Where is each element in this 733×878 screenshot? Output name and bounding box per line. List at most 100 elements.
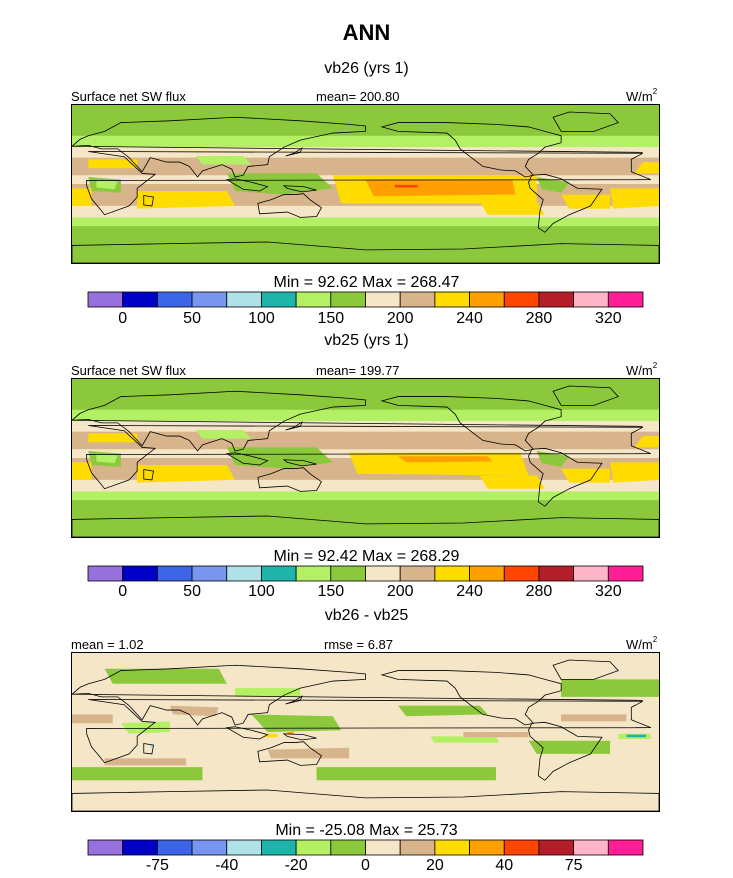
map-1-contour-14 — [72, 188, 92, 206]
colorbar-3-box-4 — [226, 839, 262, 856]
map-3-contour-15 — [267, 747, 350, 759]
map-3-contour-16 — [463, 732, 529, 738]
colorbar-1-box-3 — [191, 291, 228, 308]
map-1-contour-15 — [88, 159, 138, 169]
map-2-contour-16 — [479, 475, 545, 489]
colorbar-2-tick-5: 240 — [456, 583, 483, 600]
colorbar-2-box-5 — [261, 565, 297, 582]
map-2-coastline-1 — [72, 390, 643, 452]
panel-2-colorbar-ticks: 0 50 100 150 200 240 280 320 — [88, 583, 643, 603]
panel-2-units: W/m2 — [626, 361, 658, 378]
map-3-contour-6 — [316, 767, 496, 781]
panel-3-rmse-label: rmse = 6.87 — [324, 637, 394, 652]
colorbar-2-box-4 — [226, 565, 262, 582]
colorbar-3-box-5 — [261, 839, 297, 856]
panel-1-mean-label: mean= 200.80 — [316, 89, 400, 104]
colorbar-1-tick-0: 0 — [118, 310, 128, 327]
map-2-coastline-5 — [552, 385, 619, 406]
map-3-coastline-2 — [380, 670, 562, 726]
panel-3-minmax: Min = -25.08 Max = 25.73 — [275, 822, 458, 839]
colorbar-1-tick-3: 150 — [317, 310, 345, 327]
panel-2-variable-label: Surface net SW flux — [71, 363, 186, 378]
map-2-contour-9 — [96, 453, 118, 464]
colorbar-2-box-13 — [538, 565, 575, 582]
colorbar-1-box-2 — [156, 291, 193, 308]
colorbar-1-box-10 — [434, 291, 470, 308]
panel-2-minmax: Min = 92.42 Max = 268.29 — [273, 548, 460, 565]
colorbar-2-box-2 — [156, 565, 193, 582]
map-1-coastline-0 — [86, 151, 651, 216]
colorbar-3-box-2 — [156, 839, 193, 856]
map-2-contour-19 — [349, 452, 529, 476]
panel-2-colorbar — [87, 565, 644, 582]
figure-title: ANN — [342, 20, 391, 45]
map-3-contour-3 — [398, 705, 488, 717]
map-2-contour-20 — [398, 456, 493, 463]
colorbar-3-tick-1: -40 — [215, 857, 239, 874]
panel-1-units-exponent: 2 — [652, 87, 658, 96]
panel-1-colorbar-ticks: 0 50 100 150 200 240 280 320 — [88, 310, 643, 330]
panel-3-title: vb26 - vb25 — [324, 607, 409, 624]
colorbar-2-box-3 — [191, 565, 228, 582]
map-1-contour-21 — [394, 184, 418, 188]
map-1-contour-20 — [365, 179, 516, 197]
map-1-contour-7 — [226, 173, 333, 195]
map-3-contour-12 — [235, 688, 301, 697]
colorbar-1-box-11 — [469, 291, 505, 308]
colorbar-3-box-6 — [295, 839, 332, 856]
map-3-contour-1 — [104, 668, 227, 684]
colorbar-2-box-15 — [607, 565, 644, 582]
colorbar-3-tick-6: 75 — [564, 857, 583, 874]
map-2-contour-17 — [561, 468, 611, 483]
colorbar-1-box-5 — [261, 291, 297, 308]
map-3-coastline-5 — [552, 659, 619, 680]
map-2-contour-1 — [72, 491, 659, 537]
panel-2-units-exponent: 2 — [652, 361, 658, 370]
colorbar-3-box-14 — [573, 839, 609, 856]
map-3-contour-13 — [72, 714, 113, 724]
map-1-coastline-7 — [282, 185, 317, 193]
colorbar-2-box-9 — [399, 565, 436, 582]
map-2-contour-12 — [137, 465, 236, 483]
colorbar-1-tick-7: 320 — [594, 310, 622, 327]
map-3-contour-2 — [251, 714, 342, 732]
panel-3-map — [71, 652, 660, 812]
map-1-coastline-1 — [72, 116, 643, 178]
map-2-coastline-10 — [72, 515, 659, 537]
map-3-contour-7 — [561, 679, 659, 697]
panel-1-colorbar — [87, 291, 644, 308]
map-1-coastline-3 — [528, 173, 603, 233]
map-3-contour-11 — [430, 736, 500, 743]
map-3-contour-14 — [169, 705, 219, 717]
colorbar-2-tick-1: 50 — [183, 583, 201, 600]
map-1-contour-18 — [634, 162, 659, 174]
panel-3-mean-label: mean = 1.02 — [71, 637, 144, 652]
map-3-contour-17 — [104, 758, 187, 766]
panel-2-units-base: W/m — [626, 363, 653, 378]
map-1-coastline-2 — [380, 122, 562, 178]
colorbar-1-box-4 — [226, 291, 262, 308]
map-1-coastline-10 — [72, 241, 659, 263]
colorbar-1-box-6 — [295, 291, 332, 308]
panel-3-units-base: W/m — [626, 637, 653, 652]
map-1-contour-2 — [72, 135, 659, 148]
map-1-contour-11 — [195, 155, 252, 165]
colorbar-3-box-13 — [538, 839, 575, 856]
colorbar-2-tick-7: 320 — [594, 583, 622, 600]
colorbar-3-box-15 — [607, 839, 644, 856]
panel-2-title: vb25 (yrs 1) — [324, 332, 409, 349]
map-2-contour-11 — [195, 429, 252, 439]
colorbar-3-box-1 — [122, 839, 158, 856]
colorbar-1-box-9 — [399, 291, 436, 308]
map-2-coastline-0 — [86, 425, 651, 490]
map-2-contour-14 — [72, 462, 92, 480]
map-2-coastline-8 — [143, 468, 154, 481]
colorbar-2-box-6 — [295, 565, 332, 582]
colorbar-3-box-11 — [469, 839, 505, 856]
panel-3-colorbar-ticks: -75 -40 -20 0 20 40 75 — [88, 857, 643, 877]
map-3-contour-5 — [72, 767, 203, 781]
panel-1-minmax: Min = 92.62 Max = 268.47 — [273, 274, 460, 291]
colorbar-3-tick-4: 20 — [425, 857, 444, 874]
map-1-contour-3 — [72, 217, 659, 227]
panel-1-map — [71, 104, 660, 264]
